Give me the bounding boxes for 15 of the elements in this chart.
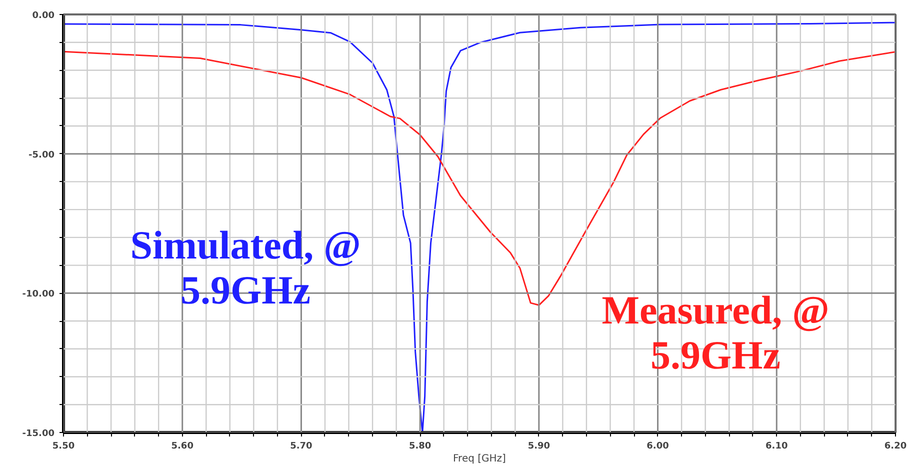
x-tick-label: 5.60	[171, 442, 194, 452]
x-tick-label: 5.70	[290, 442, 312, 452]
x-tick-label: 6.00	[646, 442, 669, 452]
series-label: Simulated, @ 5.9GHz	[130, 222, 361, 312]
x-tick-label: 5.90	[528, 442, 550, 452]
x-tick-label: 6.20	[884, 442, 907, 452]
y-tick-label: -15.00	[22, 429, 54, 439]
x-axis-title: Freq [GHz]	[453, 454, 506, 464]
y-tick-label: 0.00	[32, 11, 55, 21]
x-tick-label: 5.50	[52, 442, 75, 452]
y-tick-label: -10.00	[22, 290, 54, 300]
x-tick-label: 5.80	[408, 442, 432, 452]
series-label: Measured, @ 5.9GHz	[602, 288, 830, 378]
x-tick-label: 6.10	[766, 442, 788, 452]
y-tick-label: -5.00	[28, 150, 55, 160]
